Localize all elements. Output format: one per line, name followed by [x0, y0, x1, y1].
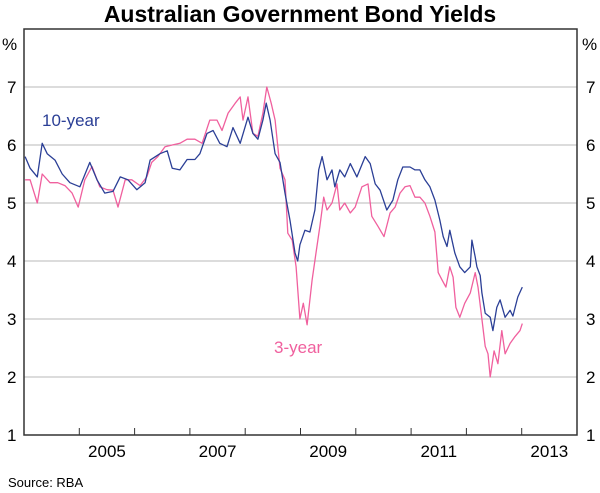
source-note: Source: RBA [8, 475, 83, 490]
y-tick-label-right: 2 [586, 368, 595, 387]
y-tick-label-right: 4 [586, 252, 595, 271]
y-tick-label-left: 5 [7, 194, 16, 213]
y-tick-label-left: 2 [7, 368, 16, 387]
x-tick-label: 2013 [530, 442, 568, 461]
series-line-10-year [24, 102, 523, 332]
series-line-3-year [25, 86, 523, 378]
plot-frame [23, 28, 578, 436]
y-tick-label-right: 3 [586, 310, 595, 329]
gridlines [24, 86, 577, 378]
x-tick-label: 2009 [309, 442, 347, 461]
y-axis-ticks: 1 1 2 2 3 3 4 4 5 5 6 6 7 7 [7, 78, 595, 445]
x-axis-ticks: 2005 2007 2009 2011 2013 [78, 428, 568, 461]
y-tick-label-right: 5 [586, 194, 595, 213]
x-tick-label: 2011 [420, 442, 457, 461]
y-axis-unit-left: % [2, 35, 17, 54]
x-tick-label: 2005 [88, 442, 126, 461]
y-tick-label-left: 3 [7, 310, 16, 329]
series-label-10-year: 10-year [42, 111, 100, 130]
x-tick-label: 2007 [199, 442, 237, 461]
y-axis-unit-right: % [582, 35, 597, 54]
series-lines [24, 86, 523, 378]
y-tick-label-right: 1 [586, 426, 595, 445]
y-tick-label-right: 6 [586, 136, 595, 155]
y-tick-label-left: 4 [7, 252, 16, 271]
series-label-3-year: 3-year [274, 338, 323, 357]
y-tick-label-left: 6 [7, 136, 16, 155]
y-tick-label-left: 7 [7, 78, 16, 97]
y-tick-label-left: 1 [7, 426, 16, 445]
y-tick-label-right: 7 [586, 78, 595, 97]
chart-title: Australian Government Bond Yields [104, 1, 496, 27]
